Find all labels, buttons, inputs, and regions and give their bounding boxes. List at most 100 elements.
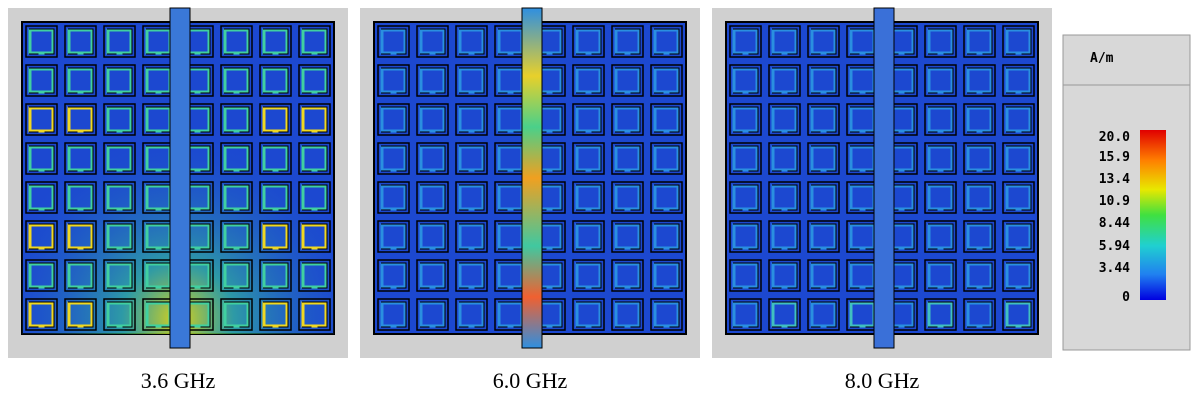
cell-ring [458, 262, 485, 289]
cell-outer [220, 142, 253, 175]
cell-ring [28, 301, 55, 328]
cell-outer [25, 298, 58, 331]
cell-outer [768, 25, 801, 58]
cell-ring-edge [1006, 223, 1032, 250]
cell-ring-edge [733, 28, 759, 55]
cell-ring-edge [811, 262, 837, 289]
cell-ring [927, 28, 954, 55]
cell-outer [807, 220, 840, 253]
cell-outer [729, 25, 762, 58]
cell-ring [966, 67, 993, 94]
cell-ring-edge [576, 67, 602, 94]
cell-ring-edge [537, 28, 563, 55]
cell-ring-edge [459, 262, 485, 289]
cell-ring [771, 223, 798, 250]
cell-outer [416, 298, 449, 331]
cell-ring-edge [29, 301, 55, 328]
cell-ring-edge [29, 223, 55, 250]
cell-ring [966, 223, 993, 250]
cell-ring-edge [381, 262, 407, 289]
cell-ring [1005, 262, 1032, 289]
cell-outer [298, 25, 331, 58]
cell-ring-edge [224, 145, 250, 172]
feed-line [169, 7, 191, 349]
cell-ring [28, 106, 55, 133]
colorbar-tick-label: 13.4 [1099, 172, 1130, 187]
cell-ring [458, 301, 485, 328]
cell-ring [732, 223, 759, 250]
cell-ring-edge [772, 67, 798, 94]
cell-outer [64, 181, 97, 214]
cell-ring-edge [576, 262, 602, 289]
cell-outer [377, 103, 410, 136]
cell-ring-edge [772, 184, 798, 211]
cell-ring-edge [107, 67, 133, 94]
cell-ring-edge [615, 223, 641, 250]
cell-outer [650, 181, 683, 214]
cell-ring [653, 184, 680, 211]
cell-outer [259, 25, 292, 58]
cell-ring [28, 28, 55, 55]
cell-ring [106, 145, 133, 172]
cell-ring-edge [1006, 67, 1032, 94]
cell-outer [768, 142, 801, 175]
cell-outer [768, 103, 801, 136]
cell-ring [810, 184, 837, 211]
cell-ring-edge [381, 145, 407, 172]
colorbar-tick-label: 10.9 [1099, 194, 1130, 209]
cell-ring-edge [420, 223, 446, 250]
cell-ring [810, 106, 837, 133]
panel-caption: 8.0 GHz [845, 368, 920, 393]
cell-ring [301, 28, 328, 55]
cell-outer [572, 25, 605, 58]
cell-ring [380, 301, 407, 328]
cell-ring [966, 184, 993, 211]
cell-ring-edge [68, 28, 94, 55]
cell-outer [650, 298, 683, 331]
cell-ring-edge [928, 145, 954, 172]
cell-ring [380, 145, 407, 172]
cell-outer [64, 142, 97, 175]
cell-ring-edge [1006, 106, 1032, 133]
cell-ring-edge [733, 223, 759, 250]
cell-ring-edge [185, 145, 211, 172]
colorbar-box [1062, 34, 1191, 351]
cell-outer [768, 259, 801, 292]
cell-outer [455, 181, 488, 214]
cell-outer [377, 298, 410, 331]
cell-ring-edge [263, 106, 289, 133]
cell-outer [103, 25, 136, 58]
cell-outer [924, 142, 957, 175]
cell-ring [262, 106, 289, 133]
cell-ring-edge [889, 184, 915, 211]
cell-ring [966, 28, 993, 55]
cell-ring [575, 67, 602, 94]
cell-ring [927, 106, 954, 133]
cell-ring-edge [185, 223, 211, 250]
cell-outer [25, 220, 58, 253]
cell-outer [963, 259, 996, 292]
cell-ring [223, 67, 250, 94]
cell-outer [611, 181, 644, 214]
cell-outer [455, 220, 488, 253]
cell-ring [419, 28, 446, 55]
cell-ring-edge [420, 67, 446, 94]
cell-ring-edge [302, 223, 328, 250]
cell-ring-edge [302, 28, 328, 55]
cell-outer [572, 142, 605, 175]
cell-ring-edge [928, 262, 954, 289]
cell-ring [262, 223, 289, 250]
cell-ring [262, 67, 289, 94]
cell-ring [653, 301, 680, 328]
cell-ring [28, 67, 55, 94]
cell-ring [732, 67, 759, 94]
cell-ring [458, 67, 485, 94]
cell-ring [614, 262, 641, 289]
cell-outer [611, 220, 644, 253]
cell-ring-edge [459, 67, 485, 94]
cell-ring [67, 145, 94, 172]
cell-ring [810, 28, 837, 55]
cell-ring [614, 223, 641, 250]
cell-ring-edge [107, 223, 133, 250]
cell-ring-edge [772, 106, 798, 133]
